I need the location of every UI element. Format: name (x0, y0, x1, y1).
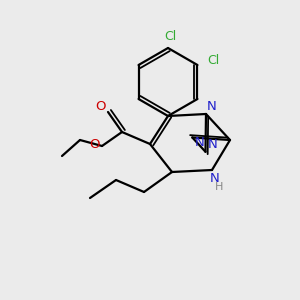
Text: N: N (208, 138, 218, 151)
Text: Cl: Cl (207, 53, 220, 67)
Text: N: N (207, 100, 217, 113)
Text: N: N (194, 136, 204, 149)
Text: O: O (89, 139, 99, 152)
Text: Cl: Cl (164, 31, 176, 44)
Text: N: N (210, 172, 220, 184)
Text: H: H (215, 182, 223, 192)
Text: O: O (95, 100, 105, 113)
